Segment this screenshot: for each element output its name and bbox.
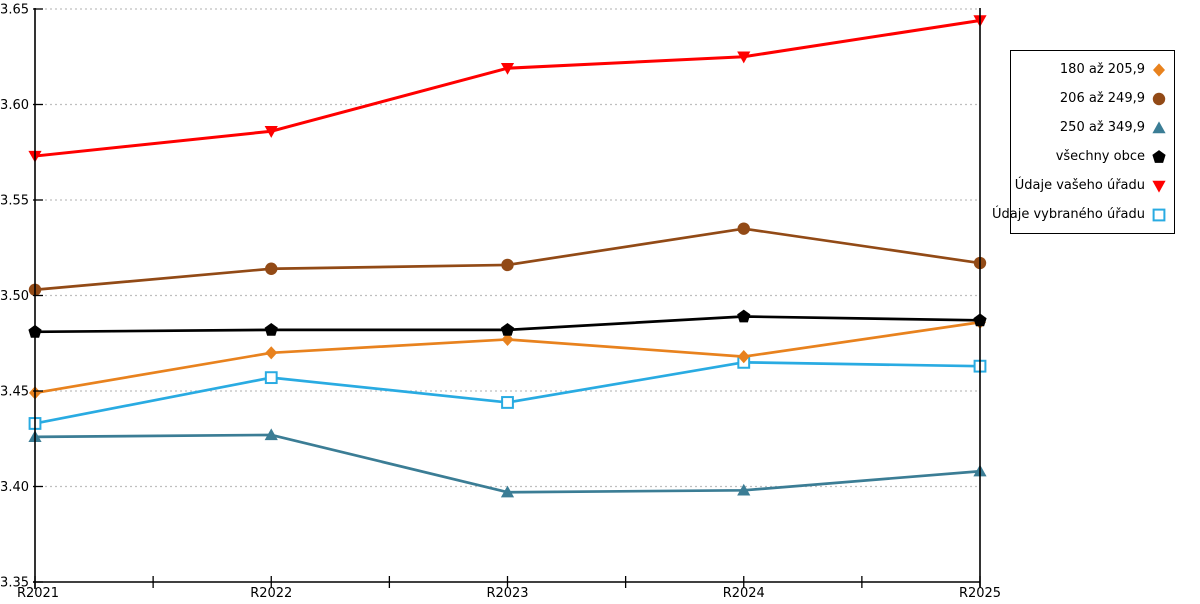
data-point-marker [265,262,278,275]
x-tick-label: R2024 [723,586,765,600]
data-point-marker [264,126,278,138]
legend-item-label: Údaje vybraného úřadu [991,207,1145,222]
legend-item: 250 až 349,9 [1011,113,1174,142]
legend-item-label: Údaje vašeho úřadu [1014,178,1145,193]
y-tick-label: 3.65 [0,3,29,18]
x-tick-label: R2023 [486,586,528,600]
legend-marker-square-open-icon [1152,208,1166,221]
legend-item: 206 až 249,9 [1011,84,1174,113]
data-point-marker [500,485,515,498]
legend-marker-triangle-up-icon [1152,120,1166,133]
x-tick-label: R2025 [959,586,1001,600]
data-point-marker [265,346,278,360]
x-tick-label: R2021 [17,586,59,600]
legend-item-label: 180 až 205,9 [1059,62,1145,77]
data-point-marker [264,371,278,385]
legend-item: 180 až 205,9 [1011,55,1174,84]
data-point-marker [737,350,750,364]
data-point-marker [264,428,278,441]
data-point-marker [501,258,514,272]
legend-item-label: 250 až 349,9 [1059,120,1145,135]
data-point-marker [737,222,750,235]
data-point-marker [737,51,751,64]
y-tick-label: 3.60 [0,98,29,113]
series-line [33,18,982,158]
data-point-marker [737,483,751,496]
data-point-marker [501,396,514,409]
y-tick-label: 3.45 [0,385,29,400]
legend-item: Údaje vybraného úřadu [992,200,1174,229]
legend-marker-pentagon-icon [1152,149,1166,163]
data-point-marker [500,322,515,336]
y-tick-label: 3.55 [0,194,29,209]
legend-marker-diamond-icon [1153,62,1165,77]
data-point-marker [501,332,514,347]
legend-marker-circle-icon [1152,92,1166,105]
data-point-marker [500,63,515,75]
y-tick-label: 3.35 [0,576,29,591]
legend-item: Údaje vašeho úřadu [1011,171,1174,200]
x-tick-label: R2022 [250,586,292,600]
legend-item: všechny obce [1011,142,1174,171]
series-line [33,433,982,494]
data-point-marker [737,309,751,323]
y-tick-label: 3.40 [0,480,29,495]
legend: 180 až 205,9 206 až 249,9 250 až 349,9 všec… [992,50,1175,234]
y-tick-label: 3.50 [0,289,29,304]
legend-marker-triangle-down-icon [1152,180,1166,193]
series-line [33,361,982,425]
legend-item-label: 206 až 249,9 [1059,91,1145,106]
legend-item-label: všechny obce [1055,149,1145,164]
data-point-marker [264,322,278,336]
